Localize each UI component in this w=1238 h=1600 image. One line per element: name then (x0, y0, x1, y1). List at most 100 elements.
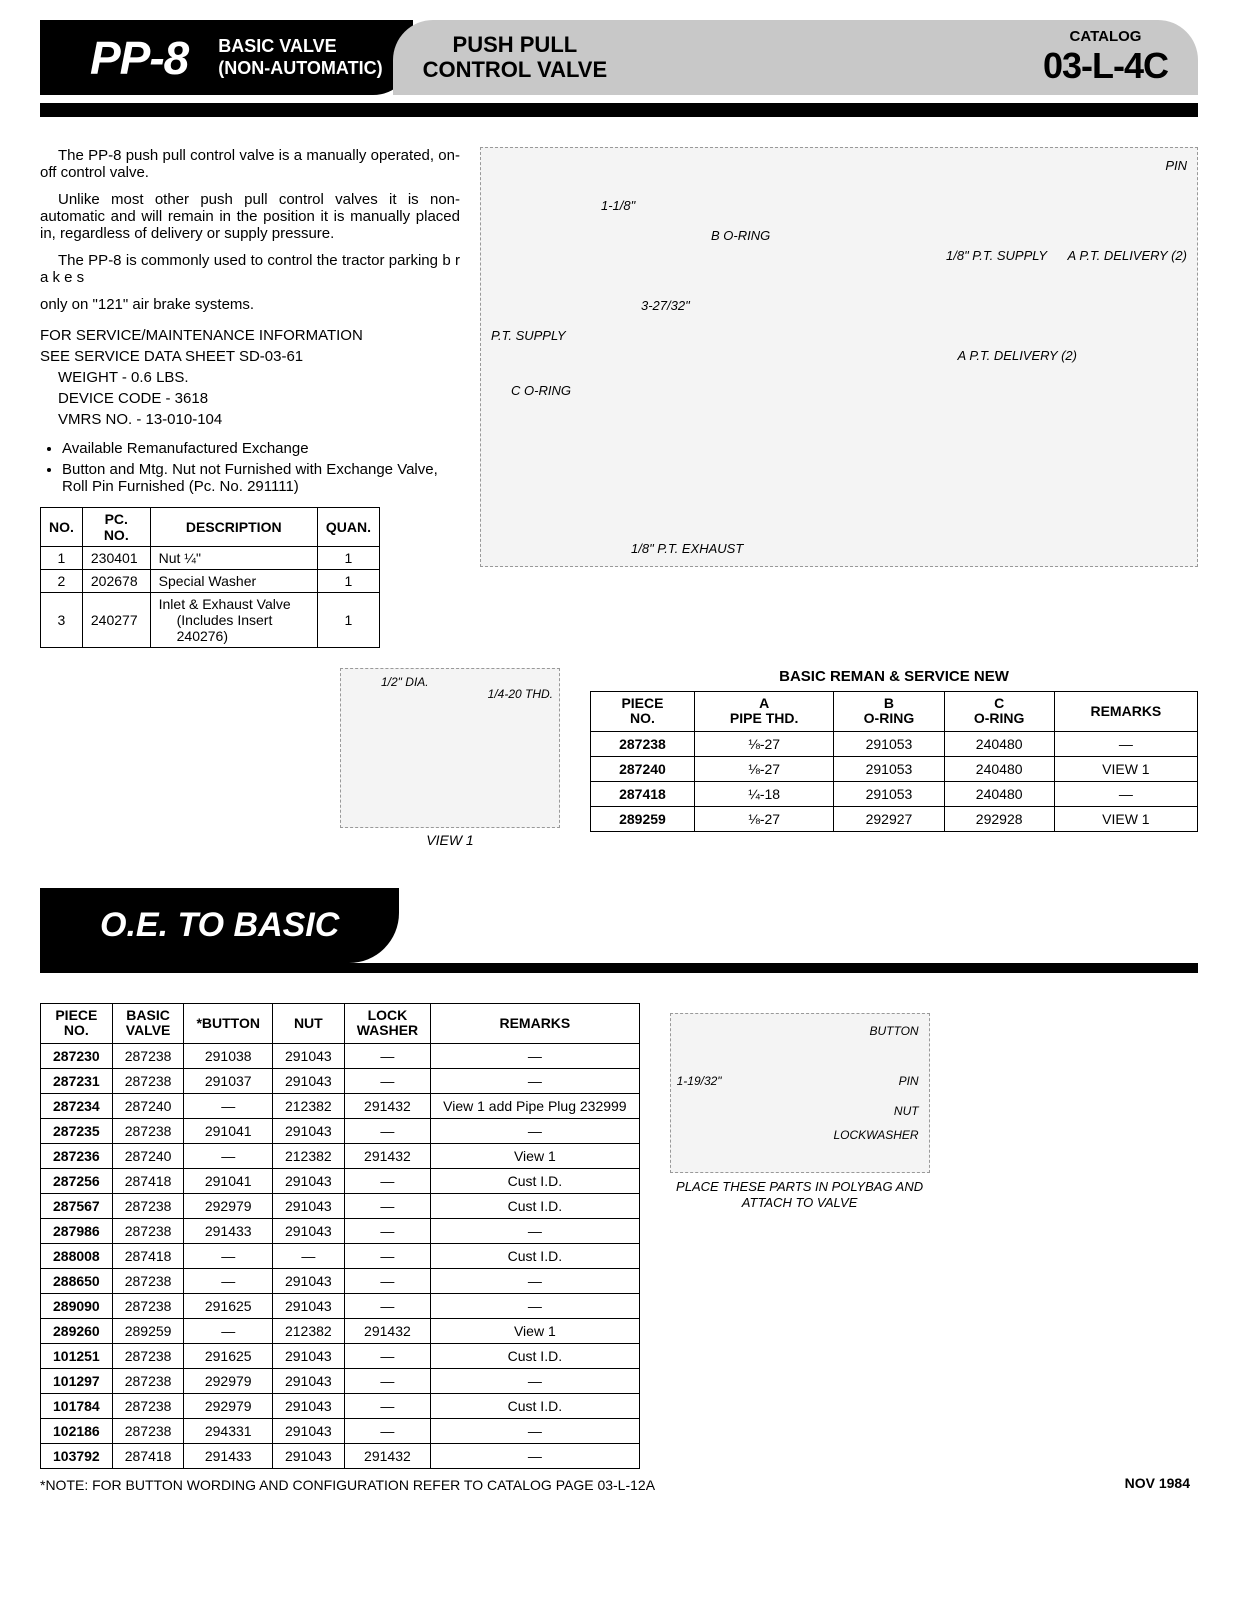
oe-table-body: 287230287238291038291043——28723128723829… (41, 1043, 640, 1468)
table-row: 287256287418291041291043—Cust I.D. (41, 1168, 640, 1193)
bd-label-119: 1-19/32" (677, 1074, 722, 1088)
cell: — (431, 1068, 639, 1093)
cell: 287256 (41, 1168, 113, 1193)
intro-p3: The PP-8 is commonly used to control the… (40, 252, 460, 286)
diagram-column: PIN 1-1/8" B O-RING 1/8" P.T. SUPPLY A P… (480, 147, 1198, 648)
button-diagram-caption: PLACE THESE PARTS IN POLYBAG AND ATTACH … (670, 1179, 930, 1210)
reman-table-body: 287238⅛-27291053240480—287240⅛-272910532… (591, 731, 1198, 831)
cell-quan: 1 (317, 547, 379, 570)
th: PIECENO. (591, 692, 695, 732)
cell: 291043 (272, 1118, 344, 1143)
diagram-label-exhaust: 1/8" P.T. EXHAUST (631, 541, 743, 556)
diagram-label-apt-delivery: A P.T. DELIVERY (2) (1068, 248, 1187, 263)
cell: 292979 (184, 1193, 273, 1218)
table-row: 287567287238292979291043—Cust I.D. (41, 1193, 640, 1218)
parts-table-body: 1 230401 Nut ¼" 12 202678 Special Washer… (41, 547, 380, 648)
cell: 287238 (112, 1118, 184, 1143)
header-left: PP-8 BASIC VALVE (NON-AUTOMATIC) (40, 20, 413, 95)
view1-label-thd: 1/4-20 THD. (488, 687, 553, 701)
cell: VIEW 1 (1054, 756, 1197, 781)
cell: 240480 (944, 731, 1054, 756)
table-row: 287986287238291433291043—— (41, 1218, 640, 1243)
cell: — (344, 1293, 430, 1318)
cell: 294331 (184, 1418, 273, 1443)
oe-table: PIECENO.BASICVALVE*BUTTONNUTLOCKWASHERRE… (40, 1003, 640, 1469)
cell: 292927 (834, 806, 944, 831)
subtitle-line2: (NON-AUTOMATIC) (218, 58, 382, 80)
cell: 289260 (41, 1318, 113, 1343)
top-row: The PP-8 push pull control valve is a ma… (40, 147, 1198, 648)
diagram-label-c-oring: C O-RING (511, 383, 571, 398)
cell: 287238 (112, 1418, 184, 1443)
table-row: 289259⅛-27292927292928VIEW 1 (591, 806, 1198, 831)
cell: 292979 (184, 1368, 273, 1393)
cell: — (344, 1418, 430, 1443)
cell: Cust I.D. (431, 1168, 639, 1193)
spec-vmrs: VMRS NO. - 13-010-104 (40, 411, 460, 428)
cell: 287238 (112, 1218, 184, 1243)
cell: — (184, 1318, 273, 1343)
th-pcno: PC. NO. (82, 508, 150, 547)
button-diagram: BUTTON 1-19/32" PIN NUT LOCKWASHER (670, 1013, 930, 1173)
cell: — (431, 1043, 639, 1068)
cell: 291037 (184, 1068, 273, 1093)
cell: 287234 (41, 1093, 113, 1118)
cell: 291053 (834, 731, 944, 756)
cell: 287418 (112, 1168, 184, 1193)
section-title: O.E. TO BASIC (100, 906, 339, 944)
cell: 291043 (272, 1193, 344, 1218)
th: REMARKS (431, 1004, 639, 1044)
valve-diagram: PIN 1-1/8" B O-RING 1/8" P.T. SUPPLY A P… (480, 147, 1198, 567)
table-row: 288008287418———Cust I.D. (41, 1243, 640, 1268)
cell: 291053 (834, 781, 944, 806)
cell: 101297 (41, 1368, 113, 1393)
table-row: 287236287240—212382291432View 1 (41, 1143, 640, 1168)
reman-wrap: BASIC REMAN & SERVICE NEW PIECENO.APIPE … (590, 668, 1198, 832)
cell: — (344, 1268, 430, 1293)
cell: 291625 (184, 1343, 273, 1368)
cell: — (431, 1443, 639, 1468)
cell: 291433 (184, 1218, 273, 1243)
cell: 287986 (41, 1218, 113, 1243)
cell: — (344, 1043, 430, 1068)
product-l2: CONTROL VALVE (423, 58, 608, 82)
cell: 288008 (41, 1243, 113, 1268)
bd-label-nut: NUT (894, 1104, 919, 1118)
table-row: 287231287238291037291043—— (41, 1068, 640, 1093)
cell: — (431, 1293, 639, 1318)
cell: 212382 (272, 1093, 344, 1118)
diagram-label-327: 3-27/32" (641, 298, 690, 313)
cell: — (344, 1393, 430, 1418)
table-header-row: PIECENO.APIPE THD.BO-RINGCO-RINGREMARKS (591, 692, 1198, 732)
cell: 291043 (272, 1368, 344, 1393)
cell-desc: Inlet & Exhaust Valve(Includes Insert 24… (150, 593, 317, 648)
cell: 287418 (112, 1443, 184, 1468)
view1-wrap: 1/2" DIA. 1/4-20 THD. VIEW 1 (40, 668, 560, 848)
bullet-item: Available Remanufactured Exchange (62, 440, 460, 457)
intro-p2: Unlike most other push pull control valv… (40, 191, 460, 242)
intro-p3b: only on "121" air brake systems. (40, 296, 460, 313)
cell: View 1 (431, 1143, 639, 1168)
cell: 291038 (184, 1043, 273, 1068)
cell: View 1 (431, 1318, 639, 1343)
cell: — (272, 1243, 344, 1268)
cell: 291043 (272, 1068, 344, 1093)
cell: Cust I.D. (431, 1243, 639, 1268)
cell: 287238 (112, 1068, 184, 1093)
cell: 291432 (344, 1143, 430, 1168)
cell: 287240 (591, 756, 695, 781)
cell-sub-desc: (Includes Insert 240276) (159, 612, 309, 644)
cell: — (184, 1243, 273, 1268)
cell-no: 1 (41, 547, 83, 570)
cell-pcno: 230401 (82, 547, 150, 570)
cell-desc: Special Washer (150, 570, 317, 593)
table-row: 101251287238291625291043—Cust I.D. (41, 1343, 640, 1368)
cell: — (1054, 781, 1197, 806)
table-row: 3 240277 Inlet & Exhaust Valve(Includes … (41, 593, 380, 648)
th: BASICVALVE (112, 1004, 184, 1044)
cell: ¼-18 (694, 781, 833, 806)
cell: 103792 (41, 1443, 113, 1468)
cell-desc: Nut ¼" (150, 547, 317, 570)
table-row: 101297287238292979291043—— (41, 1368, 640, 1393)
section-divider (40, 963, 1198, 973)
